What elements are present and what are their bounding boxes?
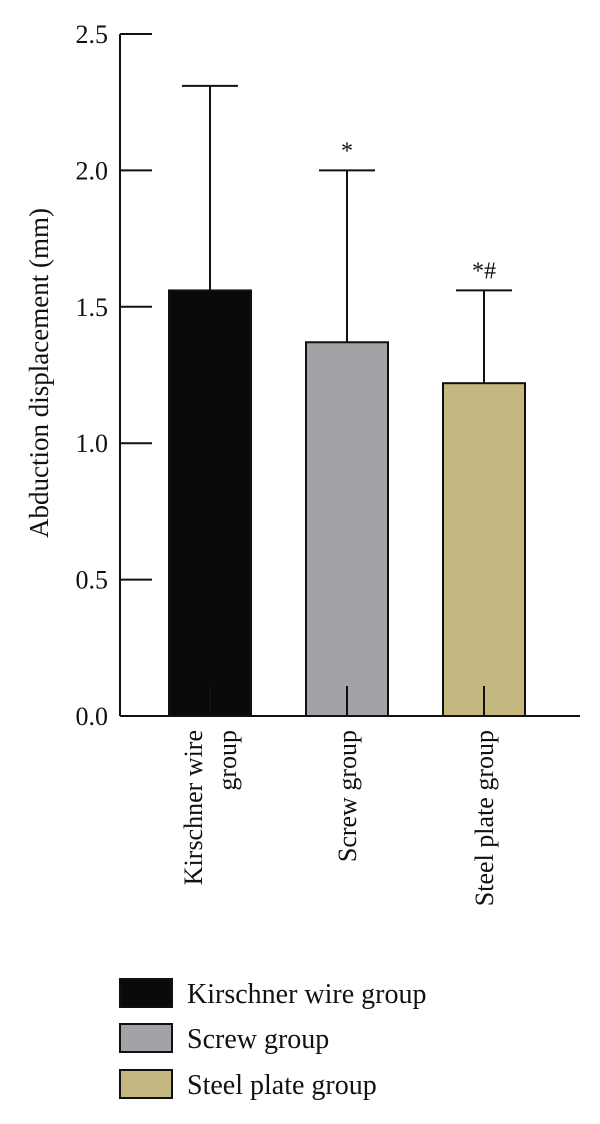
- bars: * *#: [168, 84, 526, 717]
- y-axis-title: Abduction displacement (mm): [24, 208, 54, 538]
- y-tick-label: 0.0: [76, 702, 109, 731]
- legend-label: Kirschner wire group: [187, 979, 426, 1010]
- legend-swatch: [119, 1023, 173, 1053]
- y-tick-label: 2.0: [76, 156, 109, 185]
- y-tick-label: 1.0: [76, 429, 109, 458]
- y-tick-label: 1.5: [76, 293, 109, 322]
- significance-label: *: [341, 138, 353, 164]
- bar: [305, 341, 389, 717]
- legend-label: Screw group: [187, 1024, 329, 1055]
- x-category-label: Steel plate group: [470, 730, 499, 906]
- x-category-label: Kirschner wire: [179, 730, 208, 885]
- legend-swatch: [119, 1069, 173, 1099]
- axes: 0.0 0.5 1.0 1.5 2.0 2.5: [76, 20, 580, 731]
- category-labels: Kirschner wire group Screw group Steel plat…: [179, 730, 499, 906]
- y-tick-label: 2.5: [76, 20, 109, 49]
- legend-label: Steel plate group: [187, 1070, 377, 1101]
- bar: [442, 382, 526, 717]
- bar: [168, 289, 252, 717]
- x-category-label: group: [213, 730, 242, 791]
- x-category-label: Screw group: [333, 730, 362, 862]
- y-tick-label: 0.5: [76, 566, 109, 595]
- legend-swatch: [119, 978, 173, 1008]
- legend: Kirschner wire group Screw group Steel pla…: [119, 978, 426, 1101]
- significance-label: *#: [472, 258, 496, 284]
